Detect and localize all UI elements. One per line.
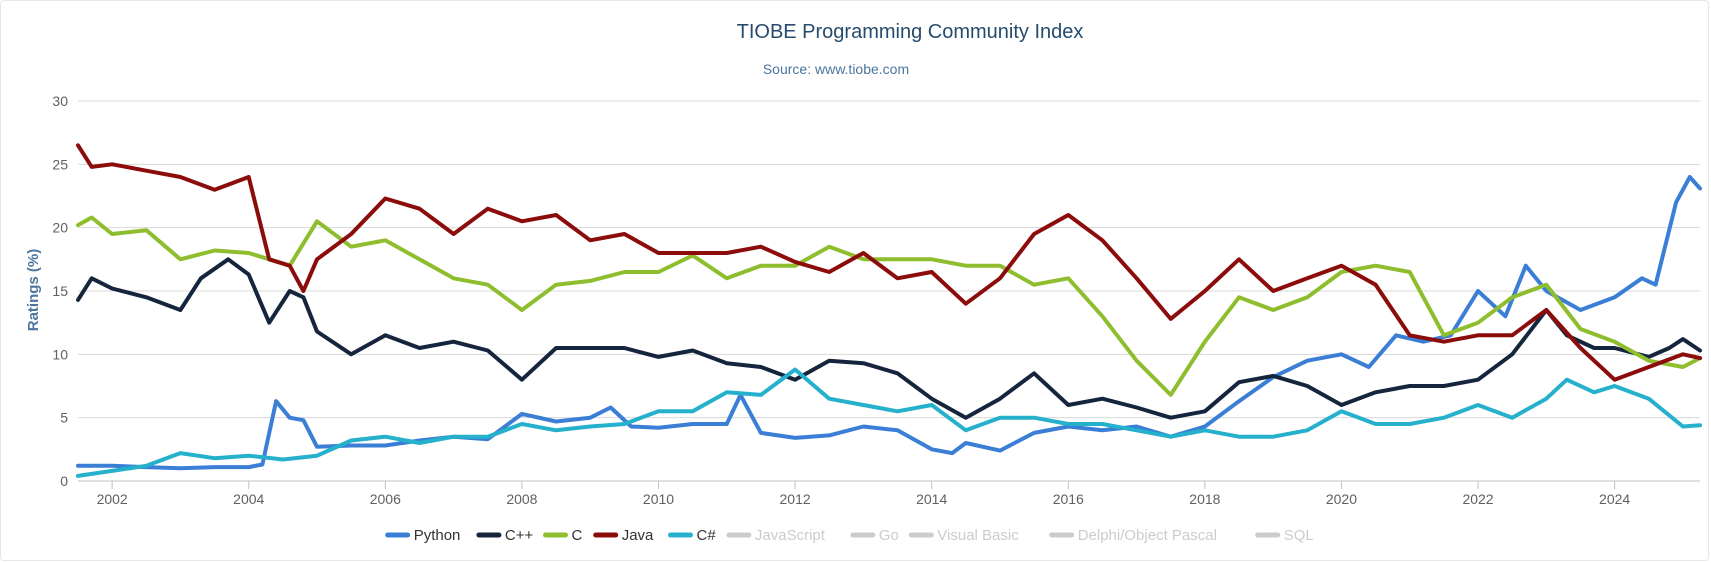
x-tick-label: 2010 xyxy=(643,491,674,507)
x-tick-label: 2022 xyxy=(1462,491,1493,507)
legend-label: C++ xyxy=(505,527,534,544)
x-tick-label: 2004 xyxy=(233,491,264,507)
legend-item-cpp[interactable]: C++ xyxy=(476,527,534,544)
x-axis-ticks: 2002 2004 2006 2008 2010 2012 2014 2016 2018 2020… xyxy=(97,481,1630,507)
x-tick-label: 2016 xyxy=(1053,491,1084,507)
legend-item-sql[interactable]: SQL xyxy=(1255,527,1314,544)
x-tick-label: 2024 xyxy=(1599,491,1630,507)
series-line-cpp[interactable] xyxy=(76,257,1702,420)
legend-item-delphi-object-pascal[interactable]: Delphi/Object Pascal xyxy=(1049,527,1217,544)
y-tick-label: 5 xyxy=(60,410,68,426)
legend-label: JavaScript xyxy=(755,527,826,544)
y-axis-ticks: 0 5 10 15 20 25 30 xyxy=(52,93,68,489)
y-tick-label: 10 xyxy=(52,346,68,362)
series-line-python[interactable] xyxy=(76,175,1702,471)
gridlines xyxy=(78,100,1700,482)
legend: Python C++ C Java C# JavaScript Go Visual Basic… xyxy=(385,527,1314,544)
legend-label: SQL xyxy=(1284,527,1314,544)
y-axis-label: Ratings (%) xyxy=(25,249,42,332)
y-tick-label: 0 xyxy=(60,473,68,489)
series-line-csharp[interactable] xyxy=(76,367,1702,478)
legend-item-java[interactable]: Java xyxy=(593,527,654,544)
chart-title: TIOBE Programming Community Index xyxy=(737,21,1084,43)
series-lines xyxy=(76,143,1702,478)
x-tick-label: 2020 xyxy=(1326,491,1357,507)
y-tick-label: 25 xyxy=(52,156,68,172)
legend-item-visual-basic[interactable]: Visual Basic xyxy=(908,527,1019,544)
legend-item-go[interactable]: Go xyxy=(850,527,899,544)
y-tick-label: 20 xyxy=(52,220,68,236)
x-tick-label: 2014 xyxy=(916,491,947,507)
legend-label: Go xyxy=(879,527,899,544)
x-tick-label: 2012 xyxy=(780,491,811,507)
y-tick-label: 15 xyxy=(52,283,68,299)
legend-item-python[interactable]: Python xyxy=(385,527,461,544)
series-line-c[interactable] xyxy=(76,215,1702,397)
legend-label: Python xyxy=(414,527,461,544)
legend-label: C# xyxy=(697,527,717,544)
x-tick-label: 2006 xyxy=(370,491,401,507)
legend-item-c[interactable]: C xyxy=(543,527,583,544)
legend-label: C xyxy=(572,527,583,544)
legend-item-csharp[interactable]: C# xyxy=(668,527,717,544)
legend-label: Visual Basic xyxy=(937,527,1019,544)
legend-item-javascript[interactable]: JavaScript xyxy=(726,527,826,544)
series-line-java[interactable] xyxy=(76,143,1702,382)
y-tick-label: 30 xyxy=(52,93,68,109)
legend-label: Java xyxy=(622,527,654,544)
x-tick-label: 2018 xyxy=(1189,491,1220,507)
x-tick-label: 2008 xyxy=(506,491,537,507)
x-tick-label: 2002 xyxy=(97,491,128,507)
legend-label: Delphi/Object Pascal xyxy=(1078,527,1217,544)
chart-subtitle: Source: www.tiobe.com xyxy=(763,61,909,77)
